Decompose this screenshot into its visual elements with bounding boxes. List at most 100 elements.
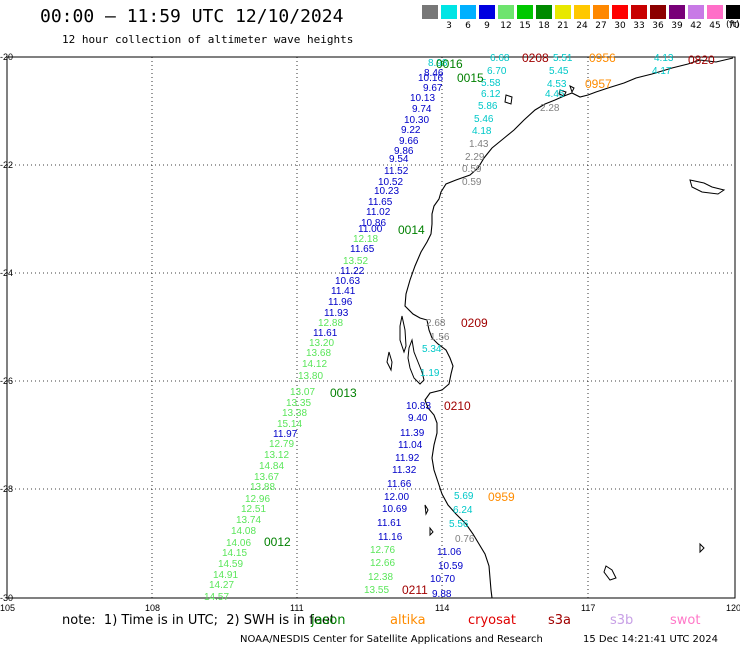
wave-height-value: 0.59: [462, 177, 482, 188]
wave-height-value: 13.74: [236, 515, 261, 526]
wave-height-value: 12.00: [384, 492, 409, 503]
wave-height-value: 10.63: [335, 276, 360, 287]
wave-height-value: 12.18: [353, 234, 378, 245]
wave-height-value: 5.86: [478, 101, 498, 112]
dirk-hartog-island: [399, 315, 407, 354]
legend-swatch: [422, 5, 438, 19]
wave-height-value: 11.02: [366, 207, 391, 218]
legend-swatch: [650, 5, 666, 19]
pass-time-label: 0209: [461, 316, 488, 330]
wave-height-value: 1.43: [469, 139, 489, 150]
wave-height-value: 11.32: [392, 465, 417, 476]
graticule: [7, 57, 735, 598]
legend-swatch: [688, 5, 704, 19]
wave-height-value: 0.76: [455, 534, 475, 545]
wave-height-value: 2.29: [465, 152, 485, 163]
legend-swatch: [555, 5, 571, 19]
lat-label: -30: [0, 593, 13, 603]
legend-swatch: [574, 5, 590, 19]
mission-label: cryosat: [468, 613, 516, 628]
wave-height-value: 13.20: [309, 338, 334, 349]
wave-height-value: 10.30: [404, 115, 429, 126]
wave-height-value: 0.59: [462, 164, 482, 175]
wave-height-value: 13.07: [290, 387, 315, 398]
lat-label: -26: [0, 376, 13, 386]
barrow-island: [504, 94, 513, 105]
wave-height-value: 5.51: [553, 53, 573, 64]
wave-height-value: 10.52: [378, 177, 403, 188]
credit-line: NOAA/NESDIS Center for Satellite Applica…: [240, 634, 543, 645]
wave-height-value: 6.70: [487, 66, 507, 77]
wave-height-value: 10.70: [430, 574, 455, 585]
pass-time-label: 0015: [457, 71, 484, 85]
wave-height-value: 5.34: [422, 344, 442, 355]
offshore-reef: [689, 179, 726, 195]
wave-height-value: 6.24: [453, 505, 473, 516]
wave-height-value: 11.52: [384, 166, 409, 177]
wave-height-value: 5.45: [549, 66, 569, 77]
dampier-islands: [558, 85, 575, 97]
lat-label: -22: [0, 160, 13, 170]
legend-label: 33: [633, 21, 645, 31]
footnote: note: 1) Time is in UTC; 2) SWH is in fe…: [62, 613, 335, 628]
wave-height-value: 12.66: [370, 558, 395, 569]
wave-height-value: 11.65: [350, 244, 375, 255]
wave-height-value: 4.18: [472, 126, 492, 137]
wave-height-value: 1.19: [420, 368, 440, 379]
legend-label: 27: [595, 21, 607, 31]
wave-height-value: 13.68: [306, 348, 331, 359]
abrolhos-islands: [424, 504, 434, 537]
mission-label: swot: [670, 613, 701, 628]
wave-height-value: 6.68: [490, 53, 510, 64]
wave-height-value: 13.35: [286, 398, 311, 409]
legend-label: 9: [484, 21, 490, 31]
wave-height-value: 11.39: [400, 428, 425, 439]
wave-height-value: 11.65: [368, 197, 393, 208]
wave-height-value: 8.98: [428, 58, 448, 69]
wave-height-value: 9.67: [423, 83, 443, 94]
wave-height-value: 5.58: [481, 78, 501, 89]
wave-height-value: 4.17: [652, 66, 672, 77]
wave-height-value: 13.52: [343, 256, 368, 267]
wave-height-value: 11.92: [395, 453, 420, 464]
mission-label: s3b: [610, 613, 634, 628]
wave-height-value: 9.40: [408, 413, 428, 424]
lat-label: -20: [0, 52, 13, 62]
wave-height-value: 5.69: [454, 491, 474, 502]
legend-units: (ft): [726, 20, 740, 30]
mission-label: altika: [390, 613, 426, 628]
mission-label: s3a: [548, 613, 572, 628]
color-legend: [422, 5, 740, 19]
legend-label: 18: [538, 21, 550, 31]
pass-time-label: 0959: [488, 490, 515, 504]
wave-height-value: 11.66: [387, 479, 412, 490]
pass-time-label: 0208: [522, 51, 549, 65]
wave-height-value: 14.57: [204, 592, 229, 603]
wave-height-value: 4.53: [547, 79, 567, 90]
wave-height-value: 14.91: [213, 570, 238, 581]
pass-time-label: 0016: [436, 57, 463, 71]
legend-label: 42: [690, 21, 702, 31]
lon-label: 111: [290, 603, 304, 613]
wave-height-value: 14.15: [222, 548, 247, 559]
legend-swatch: [460, 5, 476, 19]
wave-height-value: 9.74: [412, 104, 432, 115]
pass-time-label: 0012: [264, 535, 291, 549]
wave-height-observations: 8.988.4610.169.6710.139.7410.309.229.669…: [204, 53, 674, 603]
wave-height-value: 12.79: [269, 439, 294, 450]
pass-time-label: 0820: [688, 53, 715, 67]
legend-label: 3: [446, 21, 452, 31]
lon-label: 105: [0, 603, 15, 613]
wave-height-value: 10.23: [374, 186, 399, 197]
pass-time-label: 0211: [402, 583, 428, 597]
wave-height-value: 9.22: [401, 125, 421, 136]
wave-height-value: 14.27: [209, 580, 234, 591]
wave-height-value: 11.93: [324, 308, 349, 319]
legend-swatch: [479, 5, 495, 19]
legend-swatch: [536, 5, 552, 19]
wave-height-value: 14.12: [302, 359, 327, 370]
wave-height-value: 15.14: [277, 419, 302, 430]
wave-height-value: 11.04: [398, 440, 423, 451]
generation-timestamp: 15 Dec 14:21:41 UTC 2024: [583, 634, 718, 645]
